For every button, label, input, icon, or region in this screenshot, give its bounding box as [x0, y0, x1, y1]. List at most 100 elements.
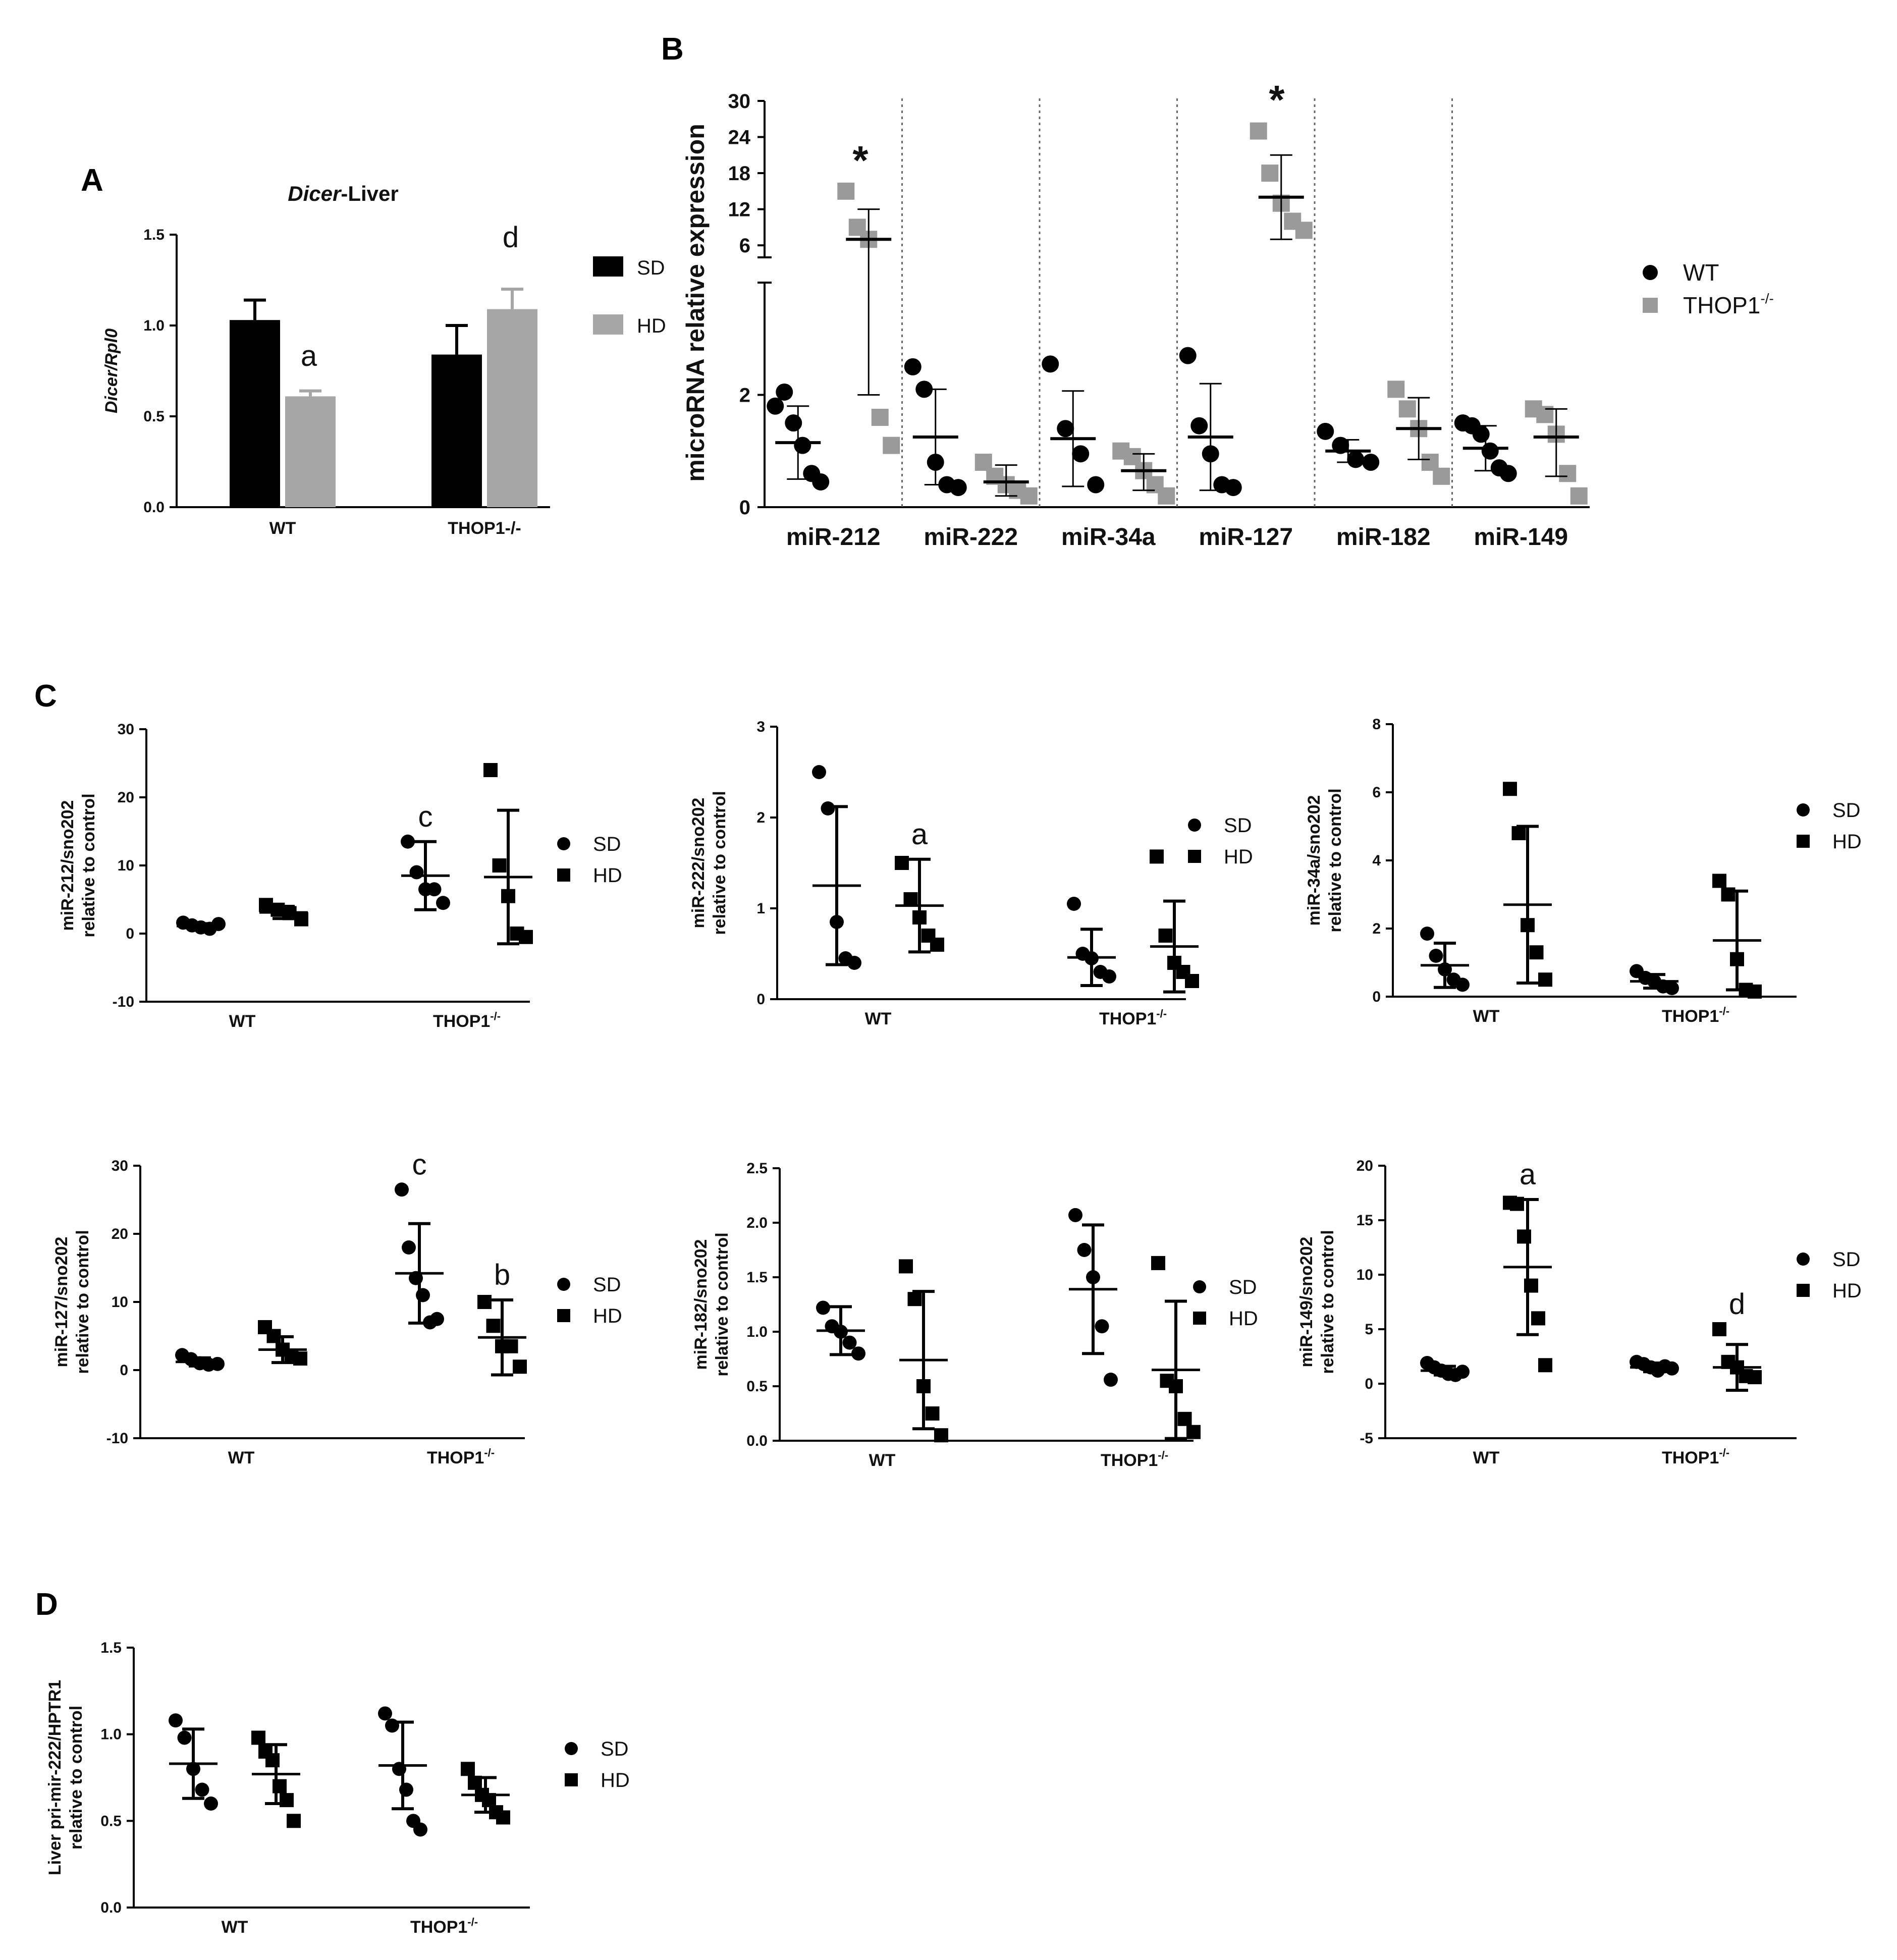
- chart-b-point: [1559, 465, 1577, 482]
- chart-point: [907, 1292, 922, 1306]
- chart-point: [378, 1706, 392, 1721]
- chart-y-tick-label: 0.5: [100, 1813, 122, 1829]
- chart-b-point: [1433, 467, 1450, 485]
- chart-legend-marker: [1193, 1280, 1206, 1293]
- chart-point: [1511, 826, 1526, 840]
- chart-point: [930, 938, 944, 952]
- chart-point: [177, 1730, 192, 1745]
- panel-c3-chart: 0 2 4 6 8 miR-34a/sno202 relative to control WT…: [1305, 716, 1862, 1026]
- chart-category-label: WT: [865, 1009, 892, 1028]
- chart-point: [486, 1319, 501, 1333]
- chart-b-annotation: *: [1269, 77, 1285, 122]
- chart-point: [1185, 974, 1199, 988]
- chart-legend-label: HD: [1832, 831, 1862, 853]
- chart-y-tick-label: -5: [1360, 1430, 1373, 1447]
- chart-category-name: WT: [228, 1448, 255, 1467]
- chart-point: [842, 1335, 857, 1350]
- chart-legend-marker: [1797, 803, 1810, 816]
- chart-b-point: [1481, 442, 1499, 460]
- chart-point: [847, 956, 861, 970]
- chart-y-tick-label: 5: [1365, 1321, 1373, 1338]
- chart-a-legend-swatch: [593, 256, 623, 277]
- chart-category-name: THOP1: [1662, 1007, 1719, 1026]
- chart-category-name: WT: [869, 1451, 896, 1470]
- chart-y-tick-label: 2: [1372, 920, 1381, 937]
- chart-legend-marker: [565, 1742, 578, 1755]
- chart-point: [402, 1240, 416, 1255]
- chart-legend-label: SD: [1224, 814, 1252, 837]
- chart-y-tick-label: 20: [112, 1226, 128, 1242]
- chart-category-name: WT: [1473, 1448, 1500, 1467]
- chart-point: [1503, 782, 1517, 796]
- chart-point: [1429, 949, 1443, 963]
- chart-category-label: THOP1-/-: [1101, 1449, 1168, 1470]
- chart-point: [1748, 984, 1762, 999]
- chart-b-point: [1020, 487, 1038, 505]
- chart-b-y-tick-label: 0: [739, 497, 750, 519]
- chart-a-legend-label: SD: [637, 257, 665, 279]
- chart-y-tick-label: 2.5: [746, 1160, 768, 1177]
- chart-point: [1150, 849, 1164, 864]
- chart-a-category-label: THOP1-/-: [448, 519, 521, 538]
- chart-y-tick-label: -10: [106, 1430, 128, 1447]
- chart-category-label: THOP1-/-: [1662, 1005, 1729, 1026]
- chart-y-label-2: relative to control: [710, 791, 729, 935]
- chart-y-tick-label: 15: [1357, 1212, 1373, 1229]
- chart-b-y-label: microRNA relative expression: [681, 124, 710, 482]
- chart-point: [895, 856, 909, 870]
- chart-category-label: THOP1-/-: [1662, 1446, 1729, 1467]
- chart-category-label: THOP1-/-: [410, 1916, 478, 1937]
- chart-point: [477, 1295, 492, 1309]
- chart-legend-marker: [1188, 819, 1201, 832]
- chart-b-point: [949, 479, 967, 497]
- chart-point: [934, 1428, 948, 1443]
- chart-y-tick-label: -10: [113, 994, 134, 1010]
- chart-b-category-label: miR-34a: [1061, 524, 1156, 551]
- chart-y-tick-label: 30: [118, 721, 134, 738]
- chart-annotation: c: [412, 1148, 427, 1181]
- chart-point: [1538, 1358, 1552, 1373]
- chart-y-tick-label: 1.0: [100, 1726, 122, 1743]
- chart-legend-label: HD: [1832, 1280, 1862, 1302]
- chart-b-legend-sup: -/-: [1760, 291, 1773, 306]
- chart-b-point: [1190, 417, 1208, 434]
- chart-y-label: miR-222/sno202: [689, 798, 708, 929]
- chart-category-name: THOP1: [1101, 1451, 1158, 1470]
- chart-y-tick-label: 0: [1372, 989, 1381, 1005]
- chart-y-label-2: relative to control: [79, 793, 98, 937]
- chart-point: [461, 1762, 475, 1776]
- chart-point: [903, 892, 918, 906]
- chart-legend-marker: [1797, 835, 1810, 848]
- chart-category-name: WT: [222, 1918, 248, 1937]
- chart-category-name: THOP1: [1099, 1009, 1156, 1028]
- chart-b-point: [1295, 222, 1313, 239]
- chart-y-tick-label: 1: [756, 900, 765, 917]
- chart-a-legend-swatch: [593, 314, 623, 335]
- chart-point: [513, 1359, 527, 1374]
- chart-category-label: WT: [228, 1448, 255, 1467]
- chart-y-label-2: relative to control: [67, 1706, 86, 1849]
- chart-point: [504, 1339, 518, 1353]
- chart-category-name: THOP1: [1662, 1448, 1719, 1467]
- chart-legend-marker: [1797, 1253, 1810, 1266]
- chart-legend-label: HD: [593, 1305, 622, 1327]
- chart-legend-label: HD: [1229, 1308, 1258, 1330]
- chart-a-y-tick-label: 1.0: [143, 317, 165, 334]
- chart-y-tick-label: 10: [118, 857, 134, 874]
- chart-point: [1102, 969, 1116, 984]
- chart-y-label-2: relative to control: [1326, 788, 1345, 932]
- chart-legend-label: HD: [1224, 846, 1253, 868]
- chart-category-label: WT: [1473, 1448, 1500, 1467]
- chart-a-y-tick-label: 1.5: [143, 227, 165, 243]
- chart-point: [169, 1713, 183, 1728]
- chart-point: [925, 1406, 940, 1421]
- chart-a-title: Dicer-Liver: [288, 182, 398, 205]
- chart-legend-label: SD: [1832, 799, 1861, 822]
- chart-a-category-label: WT: [269, 519, 296, 538]
- chart-point: [287, 1814, 301, 1828]
- chart-point: [519, 930, 533, 944]
- chart-b-point: [1072, 445, 1090, 463]
- chart-annotation: a: [1520, 1158, 1536, 1191]
- chart-b-y-tick-label: 2: [739, 385, 750, 407]
- chart-point: [195, 1782, 209, 1797]
